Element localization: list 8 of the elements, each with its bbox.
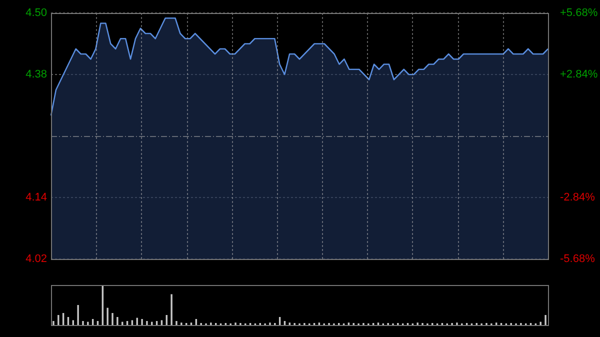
y2-tick-label: -2.84%: [560, 192, 596, 204]
y2-tick-label: +5.68%: [560, 7, 598, 20]
y-tick-label: 4.50: [26, 7, 47, 20]
y-tick-label: 4.02: [26, 253, 47, 266]
y2-tick-label: -5.68%: [560, 253, 596, 266]
y2-tick-label: +2.84%: [560, 68, 598, 81]
y-tick-label: 4.14: [26, 192, 47, 204]
y-tick-label: 4.38: [26, 68, 47, 81]
